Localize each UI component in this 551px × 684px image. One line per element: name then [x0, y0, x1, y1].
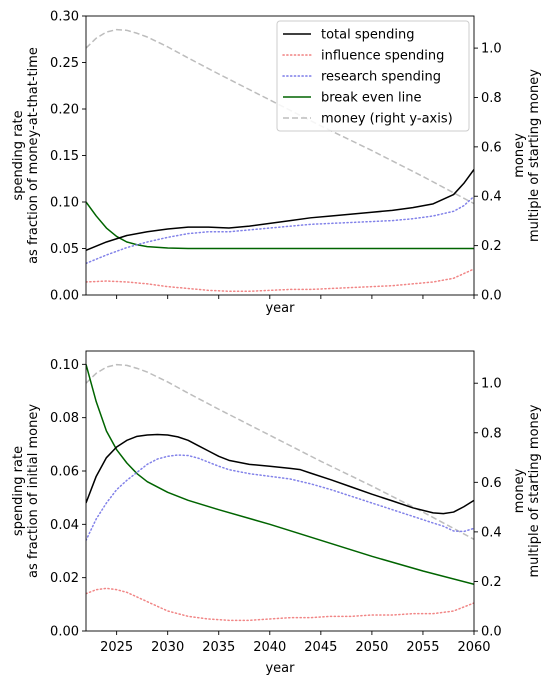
- series-group: [86, 363, 474, 622]
- axes-frame: [85, 350, 475, 632]
- legend-label: break even line: [321, 91, 421, 106]
- series-line-influence-spending: [86, 268, 474, 293]
- y-tick-label: 0.05: [50, 242, 79, 257]
- y-tick-label: 0.00: [50, 289, 79, 304]
- legend-label: research spending: [321, 70, 441, 85]
- y-tick-label: 0.15: [50, 149, 79, 164]
- y-tick-label: 0.00: [50, 625, 79, 640]
- y-tick-label: 0.06: [50, 465, 79, 480]
- legend-box: [276, 20, 470, 132]
- y-axis-label: spending rate: [11, 110, 26, 200]
- x-axis-label: year: [265, 661, 295, 676]
- y-tick-label: 0.10: [50, 358, 79, 373]
- series-line-influence-spending: [86, 587, 474, 622]
- series-line-total-spending: [86, 169, 474, 252]
- y2-tick-label: 0.4: [481, 190, 502, 205]
- x-tick-label: 2055: [406, 640, 439, 655]
- y2-axis-label: multiple of starting money: [527, 69, 542, 242]
- x-tick-label: 2050: [355, 640, 388, 655]
- y2-tick-label: 0.6: [481, 140, 502, 155]
- x-tick-label: 2060: [457, 640, 490, 655]
- y2-tick-label: 1.0: [481, 377, 502, 392]
- series-line-total-spending: [86, 433, 474, 515]
- y2-tick-label: 0.8: [481, 426, 502, 441]
- y-tick-label: 0.08: [50, 411, 79, 426]
- y2-tick-label: 0.6: [481, 476, 502, 491]
- y-tick-label: 0.02: [50, 571, 79, 586]
- y-tick-label: 0.10: [50, 196, 79, 211]
- series-line-break-even-line: [86, 201, 474, 250]
- chart-panel-2: 0.00 0.02 0.04 0.06 0.08 0.10 0.0 0.2 0.4 0.6 0.8 1…: [11, 350, 542, 676]
- y2-tick-label: 0.4: [481, 525, 502, 540]
- legend-label: influence spending: [321, 49, 444, 64]
- series-line-money-right-y-axis-: [86, 363, 474, 540]
- x-tick-label: 2030: [151, 640, 184, 655]
- y2-axis-label: multiple of starting money: [527, 404, 542, 577]
- x-tick-label: 2035: [202, 640, 235, 655]
- y-tick-label: 0.20: [50, 103, 79, 118]
- series-line-break-even-line: [86, 364, 474, 586]
- legend-label: total spending: [321, 28, 414, 43]
- y-tick-label: 0.04: [50, 518, 79, 533]
- y2-tick-label: 0.2: [481, 239, 502, 254]
- y-axis-label: as fraction of money-at-that-time: [26, 47, 41, 264]
- y2-tick-label: 1.0: [481, 42, 502, 57]
- legend-label: money (right y-axis): [321, 112, 453, 127]
- legend: total spending influence spending research…: [276, 20, 470, 132]
- series-line-research-spending: [86, 195, 474, 265]
- y-tick-label: 0.25: [50, 56, 79, 71]
- y2-tick-label: 0.2: [481, 575, 502, 590]
- y2-axis-label: money: [512, 468, 527, 513]
- chart-panel-1: 0.00 0.05 0.10 0.15 0.20 0.25 0.30 0.0 0.2 0.4 0.6…: [11, 10, 542, 317]
- x-tick-label: 2025: [100, 640, 133, 655]
- y2-tick-label: 0.0: [481, 289, 502, 304]
- y-axis-label: as fraction of initial money: [26, 404, 41, 578]
- series-line-money-right-y-axis-: [86, 28, 474, 205]
- y-axis-label: spending rate: [11, 446, 26, 536]
- y-tick-label: 0.30: [50, 10, 79, 25]
- x-tick-label: 2040: [253, 640, 286, 655]
- y2-axis-label: money: [512, 133, 527, 178]
- series-group: [86, 28, 474, 293]
- y2-tick-label: 0.0: [481, 625, 502, 640]
- y2-tick-label: 0.8: [481, 91, 502, 106]
- x-axis-label: year: [265, 301, 295, 316]
- x-tick-label: 2045: [304, 640, 337, 655]
